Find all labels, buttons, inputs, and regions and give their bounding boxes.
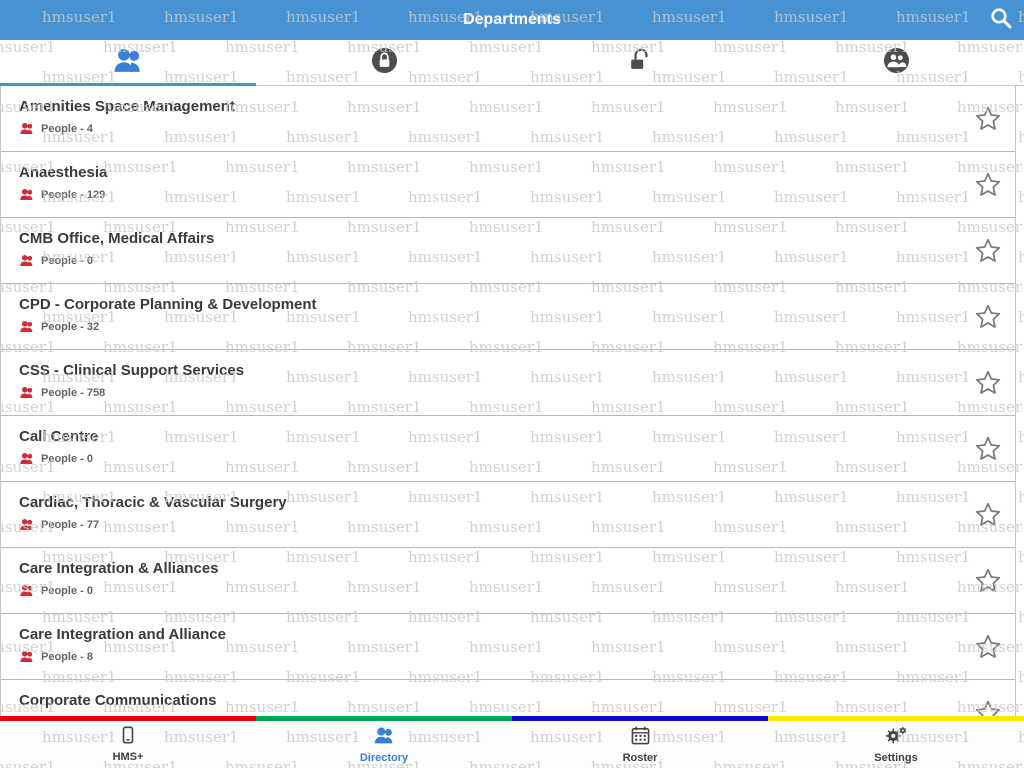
- tab-people[interactable]: [0, 40, 256, 86]
- calendar-icon: [631, 726, 650, 750]
- department-name: Call Centre: [19, 428, 99, 445]
- nav-item-roster[interactable]: Roster: [512, 721, 768, 768]
- people-count: People - 0: [41, 452, 93, 465]
- nav-label: Roster: [622, 751, 658, 764]
- bottom-nav: HMS+ Directory: [0, 721, 1024, 768]
- department-row[interactable]: Amenities Space Management People - 4: [1, 86, 1015, 152]
- department-name: CPD - Corporate Planning & Development: [19, 296, 317, 313]
- favorite-star-icon[interactable]: [974, 105, 1002, 133]
- department-people: People - 77: [19, 518, 955, 531]
- nav-item-settings[interactable]: Settings: [768, 721, 1024, 768]
- department-name: Care Integration and Alliance: [19, 626, 226, 643]
- department-name: Anaesthesia: [19, 164, 108, 181]
- people-icon: [19, 584, 35, 597]
- department-row[interactable]: Anaesthesia People - 129: [1, 152, 1015, 218]
- people-count: People - 129: [41, 188, 106, 201]
- favorite-star-icon[interactable]: [974, 303, 1002, 331]
- two-people-icon: [112, 47, 145, 79]
- gear-icon: [884, 725, 908, 750]
- department-people: People - 129: [19, 188, 955, 201]
- search-button[interactable]: [988, 7, 1014, 33]
- top-bar: Departments: [0, 0, 1024, 40]
- people-count: People - 8: [41, 650, 93, 663]
- department-people: People - 0: [19, 584, 955, 597]
- department-people: People - 4: [19, 122, 955, 135]
- department-people: People - 32: [19, 320, 955, 333]
- department-list: Amenities Space Management People - 4: [0, 86, 1016, 716]
- department-row[interactable]: Care Integration & Alliances People - 0: [1, 548, 1015, 614]
- department-people: People - 0: [19, 452, 955, 465]
- favorite-star-icon[interactable]: [974, 171, 1002, 199]
- people-icon: [19, 254, 35, 267]
- stripe-segment-yellow: [768, 716, 1024, 721]
- people-circle-icon: [883, 47, 910, 79]
- department-people: People - 758: [19, 386, 955, 399]
- department-row[interactable]: Cardiac, Thoracic & Vascular Surgery Peo…: [1, 482, 1015, 548]
- people-icon: [19, 188, 35, 201]
- department-name: Cardiac, Thoracic & Vascular Surgery: [19, 494, 287, 511]
- tab-bar: [0, 40, 1024, 86]
- lock-open-icon: [628, 47, 652, 78]
- smartphone-icon: [119, 726, 137, 749]
- nav-label: Settings: [874, 752, 918, 764]
- favorite-star-icon[interactable]: [974, 633, 1002, 661]
- nav-label: HMS+: [112, 751, 144, 763]
- directory-people-icon: [373, 726, 396, 750]
- department-row[interactable]: CMB Office, Medical Affairs People - 0: [1, 218, 1015, 284]
- people-count: People - 77: [41, 518, 100, 531]
- people-count: People - 0: [41, 254, 93, 267]
- favorite-star-icon[interactable]: [974, 699, 1002, 716]
- color-stripe: [0, 716, 1024, 721]
- nav-item-directory[interactable]: Directory: [256, 721, 512, 768]
- search-icon: [989, 6, 1013, 35]
- people-count: People - 32: [41, 320, 100, 333]
- favorite-star-icon[interactable]: [974, 435, 1002, 463]
- people-icon: [19, 386, 35, 399]
- favorite-star-icon[interactable]: [974, 567, 1002, 595]
- department-row[interactable]: CPD - Corporate Planning & Development P…: [1, 284, 1015, 350]
- people-count: People - 0: [41, 584, 93, 597]
- tab-locked[interactable]: [256, 40, 512, 85]
- stripe-segment-red: [0, 716, 256, 721]
- department-name: Care Integration & Alliances: [19, 560, 219, 577]
- page-title: Departments: [463, 11, 561, 28]
- people-icon: [19, 452, 35, 465]
- department-row[interactable]: Call Centre People - 0: [1, 416, 1015, 482]
- favorite-star-icon[interactable]: [974, 237, 1002, 265]
- people-icon: [19, 518, 35, 531]
- tab-groups[interactable]: [768, 40, 1024, 85]
- department-name: Amenities Space Management: [19, 98, 235, 115]
- department-row[interactable]: Corporate Communications: [1, 680, 1015, 716]
- favorite-star-icon[interactable]: [974, 501, 1002, 529]
- department-people: People - 0: [19, 254, 955, 267]
- nav-item-hms[interactable]: HMS+: [0, 721, 256, 768]
- lock-closed-icon: [371, 47, 398, 79]
- people-icon: [19, 650, 35, 663]
- nav-label: Directory: [359, 751, 409, 764]
- department-name: CSS - Clinical Support Services: [19, 362, 245, 379]
- department-row[interactable]: Care Integration and Alliance People - 8: [1, 614, 1015, 680]
- department-name: CMB Office, Medical Affairs: [19, 230, 215, 247]
- tab-unlocked[interactable]: [512, 40, 768, 85]
- people-count: People - 758: [41, 386, 106, 399]
- department-row[interactable]: CSS - Clinical Support Services People -…: [1, 350, 1015, 416]
- people-count: People - 4: [41, 122, 93, 135]
- favorite-star-icon[interactable]: [974, 369, 1002, 397]
- stripe-segment-blue: [512, 716, 768, 721]
- department-people: People - 8: [19, 650, 955, 663]
- stripe-segment-green: [256, 716, 512, 721]
- people-icon: [19, 320, 35, 333]
- department-name: Corporate Communications: [19, 692, 217, 709]
- people-icon: [19, 122, 35, 135]
